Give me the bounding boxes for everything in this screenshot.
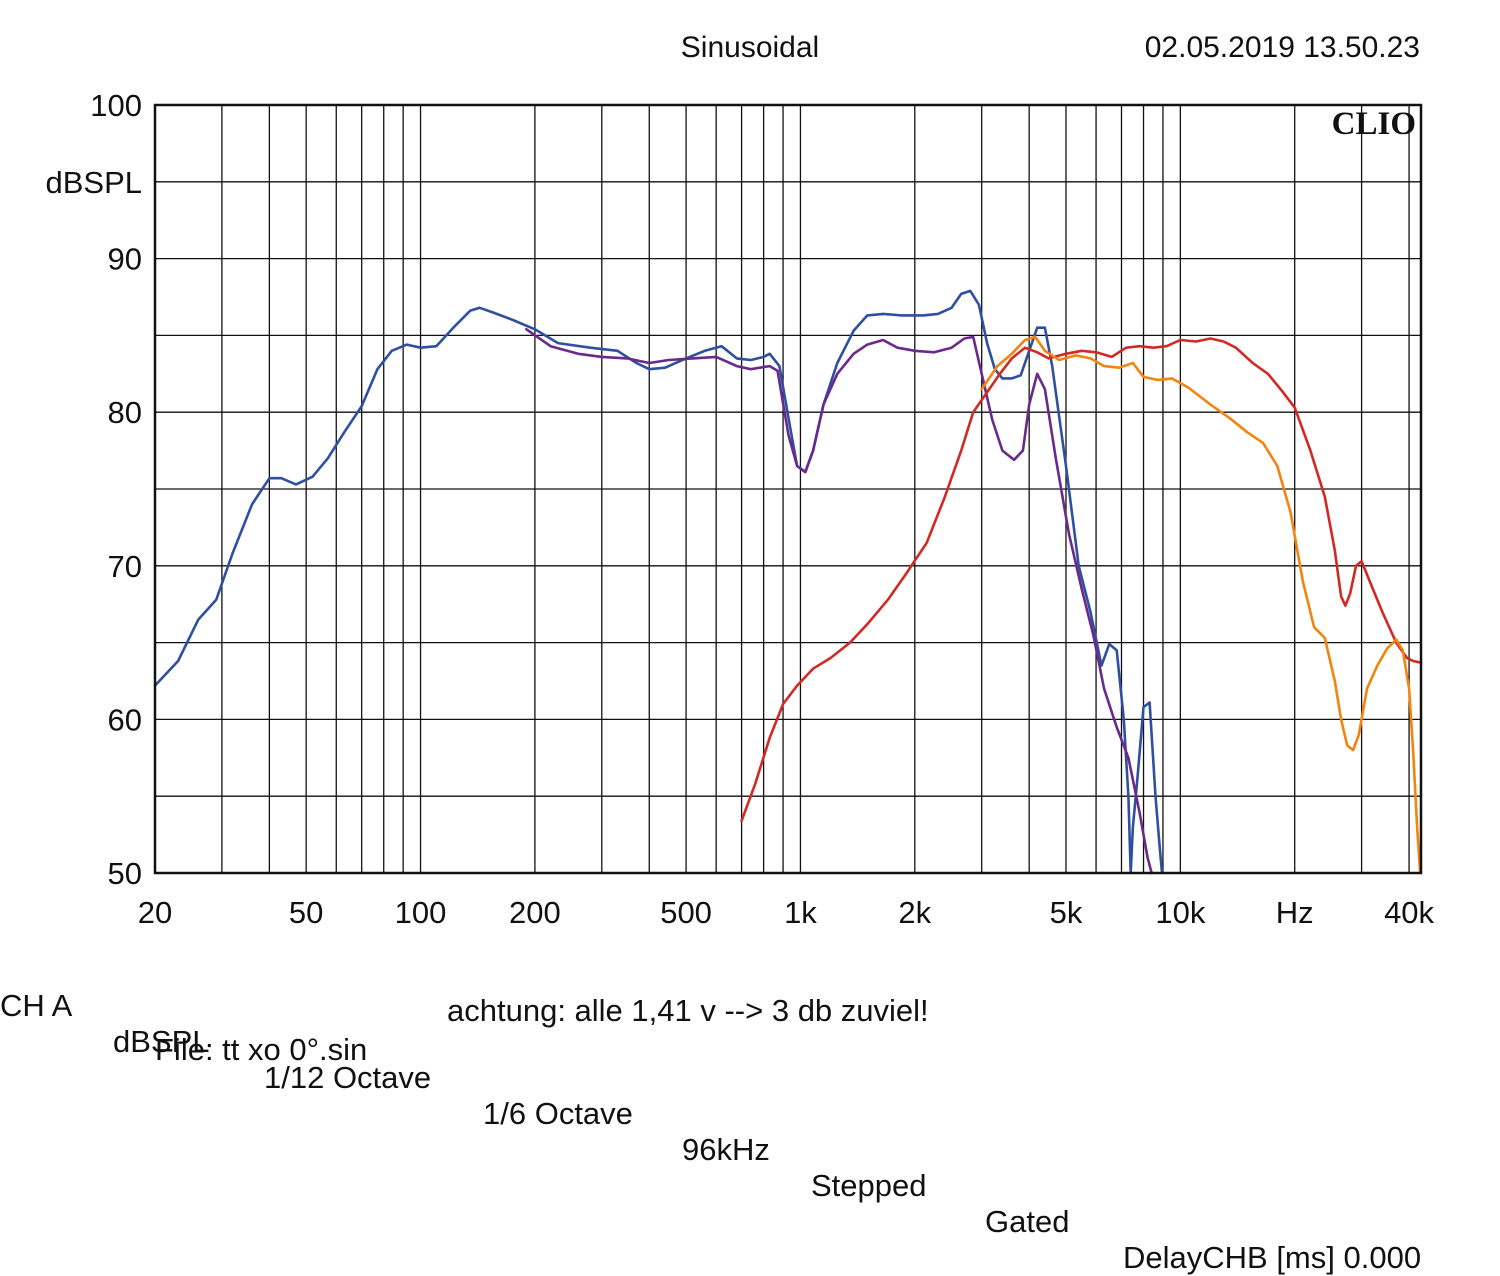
x-tick-label: 1k: [784, 895, 817, 930]
setting-unit: dBSPL: [113, 1024, 210, 1059]
x-tick-label: 20: [138, 895, 172, 930]
y-tick-label: 50: [108, 856, 142, 891]
y-axis-unit-label: dBSPL: [45, 165, 142, 200]
measurement-settings-row: CH A dBSPL 1/12 Octave 1/6 Octave 96kHz …: [0, 952, 1500, 1275]
x-tick-label: 200: [509, 895, 561, 930]
x-tick-label: 50: [289, 895, 323, 930]
setting-stepped: Stepped: [811, 1168, 927, 1203]
curves: [153, 289, 1423, 875]
x-tick-label: 500: [660, 895, 712, 930]
setting-channel: CH A: [0, 988, 73, 1023]
x-tick-labels: 20 50 100 200 500 1k 2k 5k 10k Hz 40k: [138, 895, 1435, 930]
x-tick-label: 2k: [898, 895, 931, 930]
response-curve-4: [980, 335, 1422, 875]
y-tick-labels: 100 90 80 70 60 50: [90, 88, 142, 891]
response-curve-2: [525, 328, 1153, 875]
grid: [155, 105, 1421, 873]
x-tick-label: 100: [395, 895, 447, 930]
y-tick-label: 90: [108, 242, 142, 277]
setting-gated: Gated: [985, 1204, 1070, 1239]
setting-smoothing: 1/6 Octave: [483, 1096, 633, 1131]
x-tick-label: 40k: [1384, 895, 1434, 930]
note-text: achtung: alle 1,41 v --> 3 db zuviel!: [447, 993, 929, 1028]
clio-logo: CLIO: [1332, 106, 1416, 142]
y-tick-label: 70: [108, 549, 142, 584]
x-tick-label: 5k: [1050, 895, 1083, 930]
y-tick-label: 100: [90, 88, 142, 123]
timestamp: 02.05.2019 13.50.23: [1145, 31, 1420, 64]
setting-delay: DelayCHB [ms] 0.000: [1123, 1240, 1422, 1275]
response-curve-3: [740, 337, 1423, 823]
setting-samplerate: 96kHz: [682, 1132, 770, 1167]
x-tick-label: 10k: [1155, 895, 1205, 930]
y-tick-label: 60: [108, 702, 142, 737]
file-name: File: tt xo 0°.sin: [155, 1032, 368, 1067]
mode-title: Sinusoidal: [681, 31, 819, 64]
x-tick-label: Hz: [1276, 895, 1314, 930]
y-tick-label: 80: [108, 395, 142, 430]
frequency-response-chart: Sinusoidal 02.05.2019 13.50.23 CLIO dBSP…: [45, 31, 1435, 930]
plot-frame: [153, 103, 1423, 875]
